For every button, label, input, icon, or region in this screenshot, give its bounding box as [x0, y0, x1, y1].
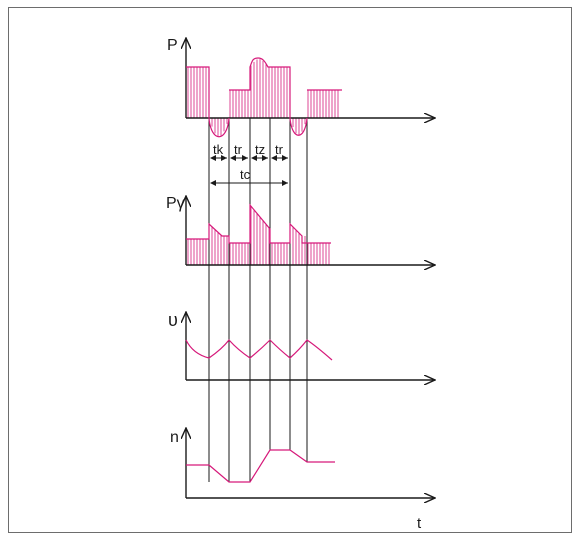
p-axes — [186, 38, 435, 118]
n-curve — [186, 449, 335, 483]
tz-interval-label: tz — [255, 142, 265, 157]
tr-interval-label-1: tr — [234, 142, 243, 157]
interval-arrows — [210, 155, 288, 186]
tk-interval-label: tk — [213, 142, 224, 157]
tr-interval-label-2: tr — [275, 142, 284, 157]
phase-lines — [208, 118, 308, 482]
n-axis-label: n — [170, 429, 179, 446]
p-hatching — [187, 59, 339, 137]
p-axis-label: P — [167, 37, 178, 54]
pgamma-curve — [186, 203, 331, 244]
v-curve — [185, 339, 333, 361]
v-axes — [186, 312, 435, 380]
pgamma-axis-label: Pγ — [166, 195, 185, 212]
t-axis-label: t — [417, 515, 422, 532]
tc-interval-label: tc — [240, 167, 251, 182]
p-curve — [186, 57, 342, 138]
v-axis-label: υ — [168, 310, 178, 330]
pgamma-axes — [186, 196, 435, 265]
n-axes — [186, 428, 435, 498]
